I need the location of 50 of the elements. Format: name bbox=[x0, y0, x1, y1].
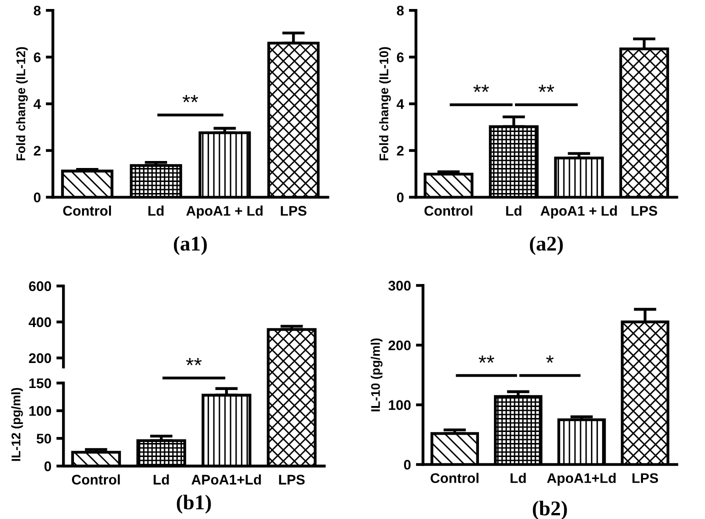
x-tick-label: LPS bbox=[280, 206, 306, 216]
y-tick-label: 300 bbox=[388, 280, 411, 291]
annotation: * bbox=[546, 355, 554, 363]
y-tick-label: 0 bbox=[34, 192, 40, 202]
y-tick-label: 150 bbox=[29, 378, 52, 388]
y-tick-label: 2 bbox=[396, 146, 404, 156]
x-tick-label: Ld bbox=[506, 206, 522, 216]
y-tick-label: 200 bbox=[28, 353, 52, 364]
y-tick-label: 0 bbox=[396, 192, 404, 202]
y-axis-title: Fold change (IL-10) bbox=[379, 47, 391, 160]
y-tick-label: 600 bbox=[28, 281, 52, 292]
x-tick-label: Control bbox=[63, 206, 111, 216]
text: (a1) bbox=[174, 236, 207, 255]
x-tick-label: Control bbox=[424, 206, 472, 216]
y-tick-label: 8 bbox=[396, 6, 404, 16]
y-tick-label: 8 bbox=[34, 6, 41, 16]
y-axis-title: IL-12 (pg/ml) bbox=[11, 388, 23, 461]
x-tick-label: Control bbox=[72, 474, 120, 485]
text: (a2) bbox=[530, 236, 563, 255]
x-tick-label: Ld bbox=[148, 206, 164, 216]
annotation: ** bbox=[538, 84, 554, 92]
x-tick-label: Ld bbox=[154, 474, 169, 485]
x-tick-label: APoA1+Ld bbox=[192, 474, 261, 485]
y-tick-label: 50 bbox=[36, 434, 52, 444]
x-tick-label: Control bbox=[430, 472, 478, 484]
y-tick-label: 6 bbox=[396, 52, 404, 62]
x-tick-label: ApoA1 + Ld bbox=[186, 206, 263, 218]
x-tick-label: LPS bbox=[632, 473, 658, 484]
y-tick-label: 0 bbox=[44, 461, 52, 472]
annotation: ** bbox=[182, 94, 198, 102]
y-axis-title: IL-10 (pg/ml) bbox=[370, 338, 382, 412]
y-tick-label: 100 bbox=[388, 400, 411, 410]
y-tick-label: 400 bbox=[28, 317, 52, 328]
y-axis-title: Fold change (IL-12) bbox=[16, 47, 28, 160]
x-tick-label: Ld bbox=[510, 472, 526, 484]
y-tick-label: 0 bbox=[404, 460, 411, 470]
x-tick-label: LPS bbox=[632, 206, 658, 216]
y-tick-label: 4 bbox=[396, 99, 404, 109]
y-tick-label: 6 bbox=[34, 52, 41, 62]
annotation: ** bbox=[186, 358, 202, 366]
x-tick-label: ApoA1+Ld bbox=[547, 472, 616, 486]
annotation: ** bbox=[478, 355, 494, 363]
x-tick-label: ApoA1 + Ld bbox=[540, 206, 617, 218]
y-tick-label: 100 bbox=[29, 406, 52, 416]
y-tick-label: 2 bbox=[34, 146, 41, 156]
y-tick-label: 4 bbox=[34, 99, 41, 109]
y-tick-label: 200 bbox=[388, 340, 411, 350]
x-tick-label: LPS bbox=[279, 474, 305, 485]
annotation: ** bbox=[473, 84, 489, 92]
text: (b1) bbox=[176, 494, 211, 514]
